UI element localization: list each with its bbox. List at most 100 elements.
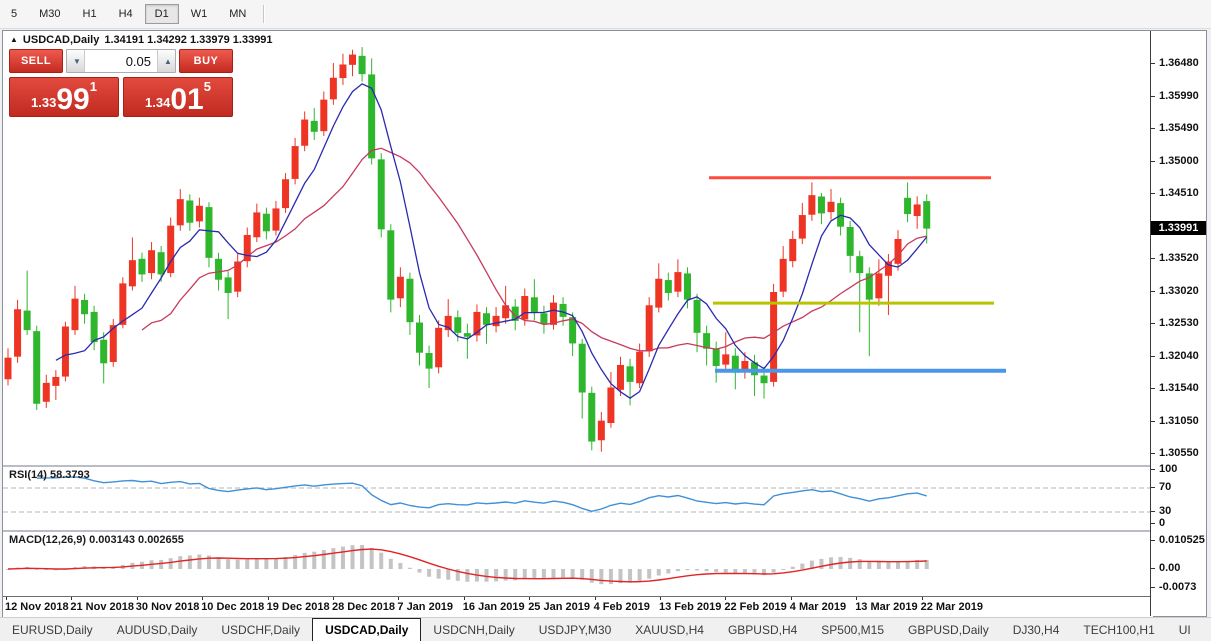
chart-tab-xauusd[interactable]: XAUUSD,H4 xyxy=(635,622,704,637)
tf-button-h1[interactable]: H1 xyxy=(73,4,107,24)
volume-decrease-button[interactable]: ▼ xyxy=(67,50,85,72)
tab-scroll-arrows: ◄► xyxy=(1203,618,1211,641)
chart-title: ▲ USDCAD,Daily 1.34191 1.34292 1.33979 1… xyxy=(10,34,273,46)
time-axis-tick xyxy=(136,597,138,600)
macd-axis-label: 0.00 xyxy=(1159,562,1181,574)
rsi-axis-tick xyxy=(1151,511,1155,512)
chart-tab-audusd[interactable]: AUDUSD,Daily xyxy=(116,622,198,637)
macd-axis-tick xyxy=(1151,568,1155,569)
rsi-axis-label: 70 xyxy=(1159,481,1172,493)
tf-button-5[interactable]: 5 xyxy=(1,4,27,24)
price-axis[interactable]: 1.364801.359901.354901.350001.345101.340… xyxy=(1150,31,1206,616)
bid-price-prefix: 1.33 xyxy=(31,95,57,110)
sell-button[interactable]: SELL xyxy=(9,49,63,73)
ma-fast-line xyxy=(55,83,928,399)
chart-tab-usdcnh[interactable]: USDCNH,Daily xyxy=(433,622,515,637)
time-axis-label: 13 Feb 2019 xyxy=(659,601,722,613)
time-axis-tick xyxy=(921,597,923,600)
price-axis-tick xyxy=(1151,420,1155,422)
rsi-axis-tick xyxy=(1151,469,1155,470)
tf-button-w1[interactable]: W1 xyxy=(181,4,218,24)
chart-tab-usdjpy[interactable]: USDJPY,M30 xyxy=(538,622,612,637)
time-axis-label: 19 Dec 2018 xyxy=(266,601,330,613)
rsi-axis-label: 100 xyxy=(1159,463,1178,475)
rsi-line xyxy=(36,476,927,513)
tf-button-h4[interactable]: H4 xyxy=(109,4,143,24)
price-axis-tick xyxy=(1151,160,1155,162)
time-axis-label: 12 Nov 2018 xyxy=(5,601,69,613)
time-axis-tick xyxy=(790,597,792,600)
price-axis-label: 1.31050 xyxy=(1159,414,1199,427)
buy-button[interactable]: BUY xyxy=(179,49,233,73)
price-axis-tick xyxy=(1151,193,1155,194)
tf-button-m30[interactable]: M30 xyxy=(29,4,70,24)
ma-slow-line xyxy=(141,147,927,352)
price-chart-canvas[interactable] xyxy=(3,31,1153,463)
tf-button-d1[interactable]: D1 xyxy=(144,4,179,24)
time-axis-label: 22 Feb 2019 xyxy=(724,601,787,613)
rsi-axis-label: 30 xyxy=(1159,505,1172,517)
price-axis-label: 1.33520 xyxy=(1159,252,1199,264)
main-chart-pane[interactable]: ▲ USDCAD,Daily 1.34191 1.34292 1.33979 1… xyxy=(3,31,1153,463)
sell-price-display[interactable]: 1.33 99 1 xyxy=(9,77,119,117)
macd-indicator-label: MACD(12,26,9) 0.003143 0.002655 xyxy=(9,534,184,546)
bid-price-big: 99 xyxy=(56,83,90,116)
chart-tab-usdcad[interactable]: USDCAD,Daily xyxy=(312,618,422,641)
price-axis-label: 1.35990 xyxy=(1159,89,1199,102)
buy-price-display[interactable]: 1.34 01 5 xyxy=(123,77,233,117)
rsi-axis-tick xyxy=(1151,487,1155,488)
price-axis-label: 1.36480 xyxy=(1159,57,1199,69)
time-axis-label: 10 Dec 2018 xyxy=(201,601,265,613)
price-axis-tick xyxy=(1151,128,1155,129)
macd-axis-label: 0.010525 xyxy=(1159,534,1205,546)
time-axis-tick xyxy=(398,597,400,600)
collapse-triangle-icon[interactable]: ▲ xyxy=(10,35,18,44)
tf-button-mn[interactable]: MN xyxy=(219,4,256,24)
price-axis-tick xyxy=(1151,453,1155,454)
chart-tab-gbpusd[interactable]: GBPUSD,H4 xyxy=(727,622,798,637)
volume-increase-button[interactable]: ▲ xyxy=(157,50,175,72)
macd-indicator-pane[interactable]: MACD(12,26,9) 0.003143 0.002655 xyxy=(3,530,1153,594)
chart-tab-eurusd[interactable]: EURUSD,Daily xyxy=(12,622,93,637)
chart-tab-dj30[interactable]: DJ30,H4 xyxy=(1012,622,1060,637)
ask-price-big: 01 xyxy=(170,83,204,116)
macd-axis-tick xyxy=(1151,540,1155,541)
price-axis-tick xyxy=(1151,258,1155,259)
time-axis-label: 16 Jan 2019 xyxy=(462,601,525,613)
plot-column: ▲ USDCAD,Daily 1.34191 1.34292 1.33979 1… xyxy=(3,31,1153,617)
chart-tab-ui[interactable]: UI xyxy=(1178,622,1191,637)
macd-axis-label: -0.0073 xyxy=(1159,581,1197,594)
price-axis-label: 1.34510 xyxy=(1159,187,1199,199)
macd-canvas[interactable] xyxy=(3,532,1153,594)
volume-input[interactable] xyxy=(85,50,157,72)
current-price-badge: 1.33991 xyxy=(1151,221,1206,236)
time-axis[interactable]: 12 Nov 2018 21 Nov 2018 30 Nov 2018 10 Dec … xyxy=(3,596,1153,617)
rsi-axis-tick xyxy=(1151,523,1155,524)
time-axis-tick xyxy=(856,597,858,600)
rsi-indicator-pane[interactable]: RSI(14) 58.3793 xyxy=(3,465,1153,528)
chart-tab-usdchf[interactable]: USDCHF,Daily xyxy=(221,622,301,637)
macd-axis-tick xyxy=(1151,587,1155,589)
timeframes-toolbar: 5 M30 H1 H4 D1 W1 MN xyxy=(0,0,1211,29)
time-axis-tick xyxy=(267,597,269,600)
rsi-canvas[interactable] xyxy=(3,467,1153,528)
macd-signal-line xyxy=(7,548,927,583)
price-axis-label: 1.32040 xyxy=(1159,349,1199,362)
bid-price-pipette: 1 xyxy=(89,79,97,94)
chart-tabs-bar: EURUSD,Daily AUDUSD,Daily USDCHF,Daily USDC… xyxy=(0,617,1211,641)
price-axis-label: 1.32530 xyxy=(1159,317,1199,329)
macd-histogram xyxy=(6,545,929,585)
chart-tab-sp500[interactable]: SP500,M15 xyxy=(821,622,885,637)
price-axis-label: 1.35490 xyxy=(1159,122,1199,134)
price-axis-label: 1.35000 xyxy=(1159,154,1199,167)
chart-tab-gbpusd[interactable]: GBPUSD,Daily xyxy=(908,622,989,637)
chart-tab-tech100[interactable]: TECH100,H1 xyxy=(1083,622,1155,637)
time-axis-label: 21 Nov 2018 xyxy=(70,601,134,613)
time-axis-tick xyxy=(594,597,596,600)
price-axis-tick xyxy=(1151,95,1155,97)
time-axis-tick xyxy=(202,597,204,600)
time-axis-label: 4 Mar 2019 xyxy=(789,601,847,613)
ask-price-prefix: 1.34 xyxy=(145,95,171,110)
